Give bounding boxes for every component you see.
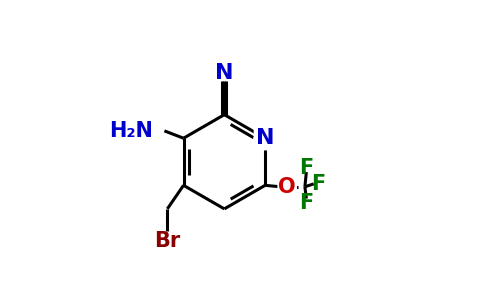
- Text: F: F: [299, 193, 314, 213]
- Text: Br: Br: [154, 231, 181, 251]
- Text: O: O: [278, 177, 296, 197]
- Text: F: F: [299, 158, 314, 178]
- Text: N: N: [256, 128, 274, 148]
- Text: F: F: [311, 174, 325, 194]
- Text: N: N: [215, 63, 234, 82]
- Text: H₂N: H₂N: [109, 121, 152, 141]
